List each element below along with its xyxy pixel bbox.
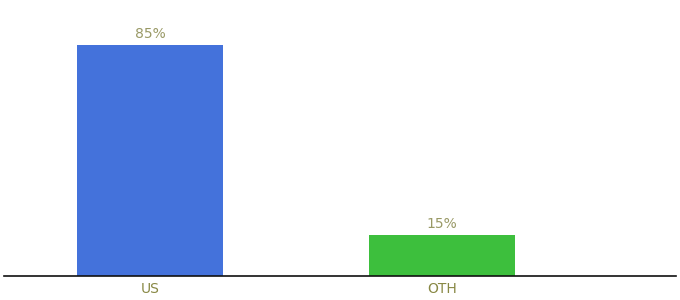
Text: 15%: 15% xyxy=(427,218,458,231)
Bar xyxy=(369,236,515,276)
Text: 85%: 85% xyxy=(135,27,165,41)
Bar xyxy=(77,45,223,276)
